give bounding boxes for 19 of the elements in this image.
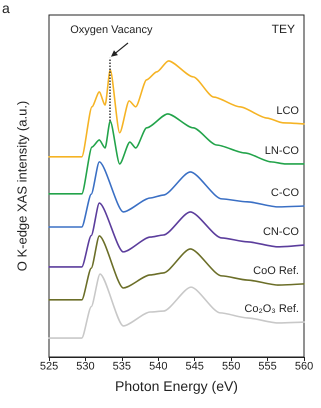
- x-tick-label: 550: [222, 360, 240, 372]
- x-tick-label: 530: [76, 360, 95, 372]
- y-axis-title: O K-edge XAS intensity (a.u.): [14, 100, 30, 272]
- series-label: CoO Ref.: [253, 264, 299, 277]
- ref-line-label: Oxygen Vacancy: [70, 24, 153, 36]
- x-tick-label: 555: [258, 360, 277, 372]
- x-tick-label: 545: [186, 360, 204, 372]
- series-label: Co₂O₃ Ref.: [244, 303, 299, 316]
- series-label: CN-CO: [262, 226, 300, 238]
- series-label: C-CO: [270, 186, 300, 199]
- text: a: [2, 0, 10, 16]
- x-tick-label: 540: [149, 360, 168, 372]
- series-label: LN-CO: [264, 144, 300, 157]
- text: TEY: [272, 22, 295, 36]
- series-label: LCO: [276, 104, 300, 117]
- x-axis-title: Photon Energy (eV): [115, 378, 238, 394]
- x-tick-label: 560: [294, 360, 314, 372]
- x-tick-label: 535: [112, 360, 132, 372]
- x-tick-label: 525: [40, 360, 58, 372]
